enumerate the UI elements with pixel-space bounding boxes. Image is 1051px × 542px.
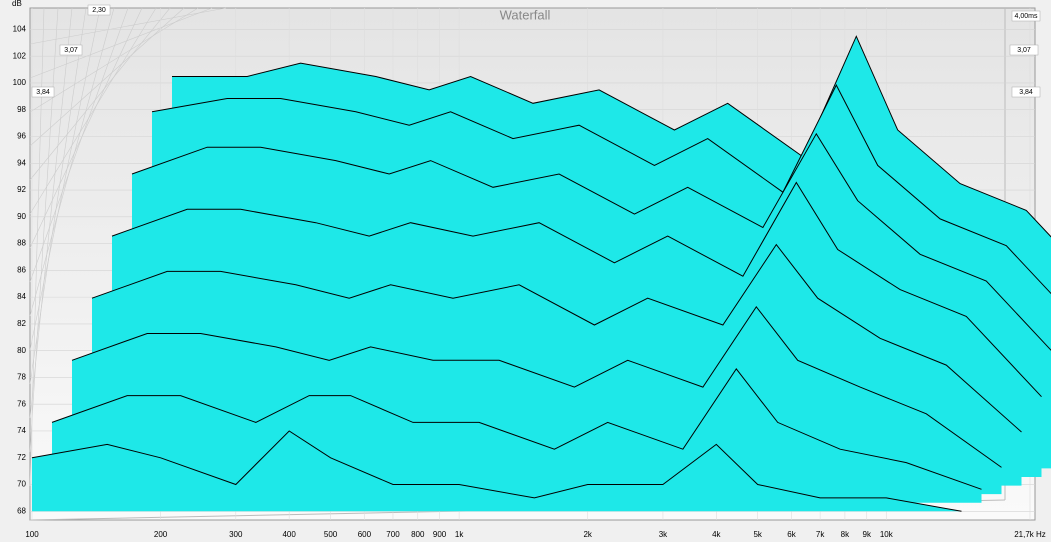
slice-line bbox=[131, 132, 1051, 351]
x-tick-label: 6k bbox=[787, 530, 796, 539]
y-tick-label: 72 bbox=[17, 453, 26, 462]
y-tick-label: 88 bbox=[17, 239, 26, 248]
time-label: 2,30 bbox=[92, 7, 106, 14]
y-tick-label: 76 bbox=[17, 399, 26, 408]
perspective-line bbox=[29, 7, 129, 283]
y-tick-label: 92 bbox=[17, 185, 26, 194]
time-label: 4,00ms bbox=[1015, 13, 1038, 20]
x-tick-label: 900 bbox=[433, 530, 447, 539]
y-tick-label: 78 bbox=[17, 373, 26, 382]
chart-title: Waterfall bbox=[500, 7, 551, 22]
y-tick-label: 94 bbox=[17, 158, 26, 167]
time-label-box bbox=[31, 86, 55, 98]
slice-line bbox=[111, 181, 1042, 398]
y-tick-label: 90 bbox=[17, 212, 26, 221]
perspective-line bbox=[29, 7, 199, 113]
x-tick-label: 300 bbox=[229, 530, 243, 539]
time-label-box bbox=[1009, 44, 1039, 56]
x-tick-label: 1k bbox=[455, 530, 464, 539]
perspective-line bbox=[29, 7, 59, 453]
x-tick-label: 500 bbox=[324, 530, 338, 539]
x-tick-label: 600 bbox=[358, 530, 372, 539]
y-tick-label: 82 bbox=[17, 319, 26, 328]
perspective-line bbox=[29, 7, 143, 249]
y-tick-label: 84 bbox=[17, 292, 26, 301]
y-tick-label: 70 bbox=[17, 480, 26, 489]
x-tick-label: 4k bbox=[712, 530, 721, 539]
perspective-line bbox=[29, 7, 227, 45]
y-tick-label: 100 bbox=[13, 78, 27, 87]
x-tick-label: 5k bbox=[753, 530, 762, 539]
x-tick-label: 7k bbox=[816, 530, 825, 539]
y-tick-label: 102 bbox=[13, 51, 27, 60]
x-tick-label: 800 bbox=[411, 530, 425, 539]
y-axis-label: dB bbox=[12, 0, 22, 8]
perspective-line bbox=[29, 7, 101, 351]
slice-line bbox=[172, 35, 1051, 238]
y-tick-label: 98 bbox=[17, 105, 26, 114]
time-label: 3,84 bbox=[36, 89, 50, 96]
slice-line bbox=[91, 243, 1022, 433]
time-label-box bbox=[87, 4, 111, 16]
perspective-line bbox=[29, 7, 213, 79]
x-tick-label: 9k bbox=[863, 530, 872, 539]
time-label-box bbox=[59, 44, 83, 56]
y-tick-label: 96 bbox=[17, 132, 26, 141]
time-label: 3,07 bbox=[1017, 47, 1031, 54]
y-tick-label: 104 bbox=[13, 25, 27, 34]
perspective-line bbox=[29, 7, 171, 181]
perspective-line bbox=[29, 7, 157, 215]
perspective-line bbox=[29, 7, 185, 147]
x-tick-label: 10k bbox=[880, 530, 894, 539]
y-tick-label: 86 bbox=[17, 265, 26, 274]
y-tick-label: 80 bbox=[17, 346, 26, 355]
x-tick-label: 3k bbox=[659, 530, 668, 539]
slice-line bbox=[31, 430, 962, 512]
perspective-line bbox=[29, 7, 87, 385]
x-tick-label: 2k bbox=[583, 530, 592, 539]
x-tick-label: 400 bbox=[282, 530, 296, 539]
x-tick-label: 21,7k Hz bbox=[1014, 530, 1046, 539]
time-label: 3,07 bbox=[64, 47, 78, 54]
slice-line bbox=[71, 305, 1002, 468]
y-tick-label: 74 bbox=[17, 426, 26, 435]
time-label-box bbox=[1011, 86, 1041, 98]
time-label: 3,84 bbox=[1019, 89, 1033, 96]
x-tick-label: 200 bbox=[154, 530, 168, 539]
perspective-line bbox=[29, 7, 115, 317]
slice-line bbox=[51, 368, 982, 490]
x-tick-label: 8k bbox=[841, 530, 850, 539]
time-label-box bbox=[1011, 10, 1041, 22]
slice-line bbox=[151, 83, 1051, 295]
perspective-line bbox=[29, 7, 73, 419]
x-tick-label: 700 bbox=[386, 530, 400, 539]
x-tick-label: 100 bbox=[25, 530, 39, 539]
slice-area bbox=[32, 431, 962, 512]
y-tick-label: 68 bbox=[17, 506, 26, 515]
